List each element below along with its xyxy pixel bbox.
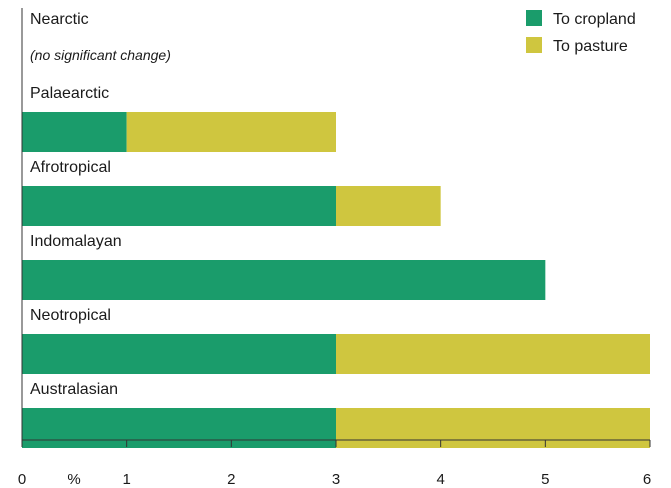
region-labels-group: Nearctic (no significant change) Palaearct… xyxy=(30,11,171,398)
x-tick-label-3: 3 xyxy=(332,471,340,488)
bar-afrotropical-to-cropland xyxy=(22,186,336,226)
bar-neotropical-to-pasture xyxy=(336,334,650,374)
x-tick-label-4: 4 xyxy=(436,471,444,488)
x-tick-label-1: 1 xyxy=(122,471,130,488)
x-tick-label-6: 6 xyxy=(643,471,651,488)
bar-palaearctic-to-cropland xyxy=(22,112,127,152)
bar-neotropical-to-cropland xyxy=(22,334,336,374)
bar-afrotropical-to-pasture xyxy=(336,186,441,226)
x-tick-label-2: 2 xyxy=(227,471,235,488)
x-unit-label: % xyxy=(67,471,80,488)
region-label-indomalayan: Indomalayan xyxy=(30,233,122,250)
x-tick-label-0: 0 xyxy=(18,471,26,488)
region-note-nearctic: (no significant change) xyxy=(30,47,171,63)
region-label-nearctic: Nearctic xyxy=(30,11,89,28)
bar-indomalayan-to-cropland xyxy=(22,260,546,300)
x-tick-label-5: 5 xyxy=(541,471,549,488)
x-ticks-group: 0 1 2 3 4 5 6 xyxy=(18,440,651,488)
legend-swatch-to-pasture xyxy=(526,37,542,53)
legend-label-to-cropland: To cropland xyxy=(553,11,636,28)
region-label-neotropical: Neotropical xyxy=(30,307,111,324)
bar-palaearctic-to-pasture xyxy=(126,112,337,152)
bar-australasian-to-cropland xyxy=(22,408,336,448)
region-label-afrotropical: Afrotropical xyxy=(30,159,111,176)
bar-australasian-to-pasture xyxy=(336,408,650,448)
region-label-australasian: Australasian xyxy=(30,381,118,398)
legend-label-to-pasture: To pasture xyxy=(553,38,628,55)
region-label-palaearctic: Palaearctic xyxy=(30,85,109,102)
legend-swatch-to-cropland xyxy=(526,10,542,26)
bars-group xyxy=(22,112,650,448)
legend: To cropland To pasture xyxy=(526,10,636,55)
